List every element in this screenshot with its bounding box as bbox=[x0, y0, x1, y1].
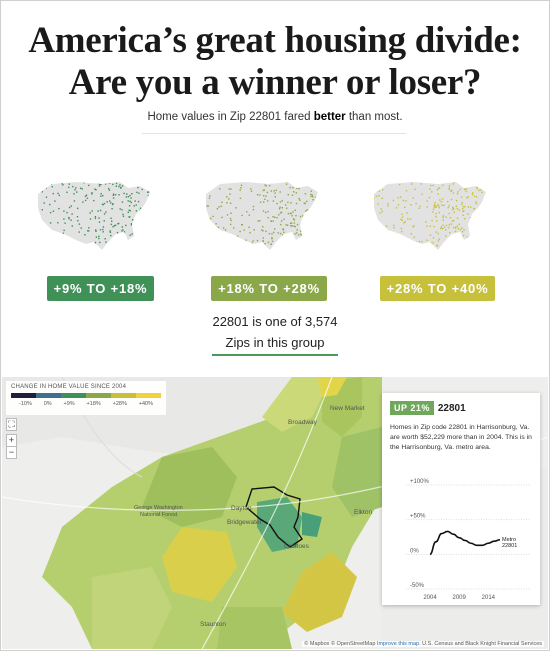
attr-osm[interactable]: © OpenStreetMap bbox=[330, 641, 376, 647]
us-map-group-1[interactable] bbox=[32, 172, 158, 262]
label-grottoes: Grottoes bbox=[284, 543, 309, 550]
legend-swatch bbox=[86, 393, 111, 398]
x-tick-label: 2009 bbox=[452, 595, 466, 601]
legend-swatch bbox=[11, 393, 36, 398]
range-button-9-18[interactable]: +9% TO +18% bbox=[47, 276, 154, 301]
zip-code: 22801 bbox=[437, 402, 466, 414]
label-broadway: Broadway bbox=[288, 419, 317, 426]
group-info: 22801 is one of 3,574 Zips in this group bbox=[0, 311, 550, 353]
title-line-2: Are you a winner or loser? bbox=[68, 62, 482, 103]
map-attribution: © Mapbox © OpenStreetMap Improve this ma… bbox=[302, 641, 544, 647]
y-tick-label: +100% bbox=[410, 479, 430, 485]
label-dayton: Dayton bbox=[231, 505, 252, 512]
us-map-group-2[interactable] bbox=[200, 172, 326, 262]
subtitle-text: Home values in Zip 22801 fared bbox=[147, 111, 314, 123]
label-staunton: Staunton bbox=[200, 621, 227, 628]
subtitle-divider bbox=[142, 133, 406, 134]
legend-swatch bbox=[36, 393, 61, 398]
us-map-group-3[interactable] bbox=[368, 172, 494, 262]
fullscreen-button[interactable]: ⛶ bbox=[6, 418, 17, 431]
legend-swatch bbox=[61, 393, 86, 398]
legend-title: CHANGE IN HOME VALUE SINCE 2004 bbox=[11, 384, 127, 390]
x-tick-label: 2004 bbox=[423, 595, 437, 601]
legend-tick: +18% bbox=[86, 401, 101, 407]
subtitle-emphasis: better bbox=[313, 111, 346, 123]
group-underline bbox=[212, 354, 338, 356]
y-tick-label: -50% bbox=[410, 583, 425, 589]
subtitle-text-end: than most. bbox=[345, 111, 403, 123]
title-line-1: America’s great housing divide: bbox=[28, 20, 522, 61]
label-bridgewater: Bridgewater bbox=[227, 519, 262, 526]
legend-ticks: -10% 0% +9% +18% +28% +40% bbox=[11, 401, 161, 407]
series-label: 22801 bbox=[502, 543, 517, 549]
legend-color-bar bbox=[11, 393, 161, 398]
legend-tick: +40% bbox=[138, 401, 153, 407]
x-tick-label: 2014 bbox=[482, 595, 496, 601]
range-button-28-40[interactable]: +28% TO +40% bbox=[380, 276, 495, 301]
zoom-out-button[interactable]: − bbox=[6, 446, 17, 459]
group-caption: Zips in this group bbox=[225, 335, 325, 350]
legend-swatch bbox=[111, 393, 136, 398]
change-badge: UP 21% bbox=[390, 401, 434, 415]
attr-source: . U.S. Census and Black Knight Financial… bbox=[419, 641, 542, 647]
label-forest-2: National Forest bbox=[140, 512, 178, 518]
legend-tick: +9% bbox=[63, 401, 75, 407]
label-new-market: New Market bbox=[330, 405, 365, 412]
group-count: 22801 is one of 3,574 bbox=[212, 314, 338, 329]
zip-info-panel: UP 21% 22801 Homes in Zip code 22801 in … bbox=[382, 393, 540, 605]
info-header: UP 21% 22801 bbox=[390, 401, 532, 415]
attr-improve-link[interactable]: Improve this map bbox=[376, 641, 420, 647]
label-elkton: Elkton bbox=[354, 509, 373, 516]
attr-mapbox[interactable]: © Mapbox bbox=[304, 641, 330, 647]
y-tick-label: +50% bbox=[410, 514, 426, 520]
zip-description: Homes in Zip code 22801 in Harrisonburg,… bbox=[390, 424, 532, 451]
series-label: Metro bbox=[502, 537, 516, 543]
map-legend: CHANGE IN HOME VALUE SINCE 2004 -10% 0% +9… bbox=[6, 381, 166, 415]
y-tick-label: 0% bbox=[410, 548, 419, 554]
page-title: America’s great housing divide: Are you … bbox=[0, 20, 550, 104]
label-forest-1: George Washington bbox=[134, 505, 183, 511]
range-button-18-28[interactable]: +18% TO +28% bbox=[211, 276, 327, 301]
legend-swatch bbox=[136, 393, 161, 398]
legend-tick: +28% bbox=[112, 401, 127, 407]
subtitle: Home values in Zip 22801 fared better th… bbox=[0, 111, 550, 123]
series-line bbox=[429, 530, 501, 556]
legend-tick: -10% bbox=[19, 401, 32, 407]
local-map[interactable]: CHANGE IN HOME VALUE SINCE 2004 -10% 0% +9… bbox=[2, 377, 548, 649]
legend-tick: 0% bbox=[43, 401, 52, 407]
